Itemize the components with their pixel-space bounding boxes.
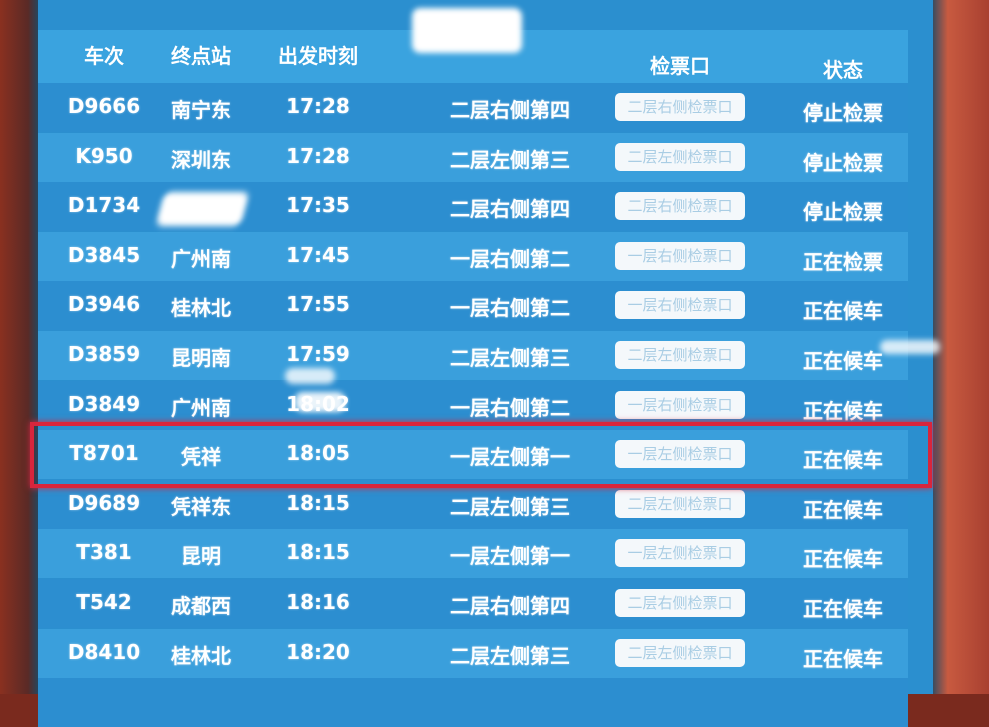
destination: 广州南 (171, 246, 231, 271)
gate-button[interactable]: 二层左侧检票口 (615, 489, 745, 518)
table-row: K950 深圳东 17:28 二层左侧第三 二层左侧检票口 停止检票 (38, 132, 908, 182)
glare (880, 340, 940, 354)
waiting-area: 二层左侧第三 (450, 643, 570, 668)
destination: 桂林北 (171, 643, 231, 668)
waiting-area: 一层右侧第二 (450, 296, 570, 321)
glare (155, 192, 250, 226)
destination: 桂林北 (171, 296, 231, 321)
train-number: D3946 (67, 292, 141, 317)
status: 正在候车 (803, 497, 883, 522)
glare (295, 392, 345, 412)
waiting-area: 一层右侧第二 (450, 395, 570, 420)
destination: 昆明 (181, 544, 221, 569)
departure-time: 17:28 (286, 143, 350, 168)
status: 正在候车 (803, 398, 883, 423)
waiting-area: 二层右侧第四 (450, 98, 570, 122)
train-number: T542 (76, 590, 132, 614)
destination: 广州南 (171, 395, 231, 420)
status: 正在候车 (803, 299, 883, 324)
departure-time: 18:15 (286, 540, 350, 565)
highlight-box (30, 422, 932, 488)
gate-button[interactable]: 二层右侧检票口 (615, 93, 745, 121)
table-row-partial (38, 678, 908, 727)
destination: 凭祥东 (171, 494, 231, 519)
train-number: K950 (75, 143, 133, 168)
waiting-area: 二层左侧第三 (450, 494, 570, 519)
train-number: D9689 (67, 490, 141, 515)
waiting-area: 一层右侧第二 (450, 246, 570, 271)
glare (285, 368, 335, 384)
status: 停止检票 (803, 101, 883, 125)
gate-button[interactable]: 二层左侧检票口 (615, 341, 745, 369)
train-number: D8410 (67, 639, 141, 664)
waiting-area: 一层左侧第一 (450, 445, 570, 470)
gate-button[interactable]: 二层左侧检票口 (615, 142, 745, 171)
status: 正在候车 (803, 448, 883, 473)
gate-button[interactable]: 一层右侧检票口 (615, 241, 745, 270)
table-row: D8410 桂林北 18:20 二层左侧第三 二层左侧检票口 正在候车 (38, 628, 908, 678)
table-row: D3845 广州南 17:45 一层右侧第二 一层右侧检票口 正在检票 (38, 231, 908, 281)
waiting-area: 二层左侧第三 (450, 346, 570, 370)
destination: 成都西 (171, 594, 231, 618)
departure-time: 18:15 (286, 490, 350, 515)
gate-button[interactable]: 二层右侧检票口 (615, 589, 745, 617)
status: 正在检票 (803, 249, 883, 274)
destination: 昆明南 (171, 346, 231, 370)
destination: 南宁东 (171, 98, 231, 122)
table-row: D9666 南宁东 17:28 二层右侧第四 二层右侧检票口 停止检票 (38, 83, 908, 132)
train-number: T8701 (69, 441, 139, 466)
gate-button[interactable]: 一层左侧检票口 (615, 539, 745, 568)
destination: 凭祥 (181, 445, 221, 470)
departure-time: 18:05 (286, 441, 350, 466)
status: 正在候车 (803, 547, 883, 572)
header-gate: 检票口 (650, 54, 710, 78)
waiting-area: 一层左侧第一 (450, 544, 570, 569)
table-row: T8701 凭祥 18:05 一层左侧第一 一层左侧检票口 正在候车 (38, 430, 908, 480)
status: 停止检票 (803, 200, 883, 225)
gate-button[interactable]: 一层右侧检票口 (615, 291, 745, 320)
departure-time: 18:16 (286, 590, 350, 614)
waiting-area: 二层右侧第四 (450, 594, 570, 618)
departure-board: 车次 终点站 出发时刻 检票口 状态 D9666 南宁东 17:28 二层右侧第四 二层… (38, 0, 933, 727)
header-train: 车次 (84, 44, 124, 68)
train-number: D3849 (67, 391, 141, 416)
train-number: D3845 (67, 242, 141, 267)
train-number: D1734 (67, 193, 141, 218)
destination: 深圳东 (171, 147, 231, 172)
table-row: D3859 昆明南 17:59 二层左侧第三 二层左侧检票口 正在候车 (38, 331, 908, 380)
table-row: D3946 桂林北 17:55 一层右侧第二 一层右侧检票口 正在候车 (38, 281, 908, 331)
glare (412, 8, 522, 53)
departure-time: 18:20 (286, 639, 350, 664)
table-row: D3849广州南18:02一层右侧第二一层右侧检票口正在候车 (38, 380, 908, 430)
table-row: T381 昆明 18:15 一层左侧第一 一层左侧检票口 正在候车 (38, 529, 908, 579)
header-status: 状态 (823, 58, 863, 82)
gate-button[interactable]: 二层左侧检票口 (615, 638, 745, 667)
train-number: D3859 (67, 342, 141, 366)
gate-button[interactable]: 一层右侧检票口 (615, 390, 745, 419)
departure-time: 17:55 (286, 292, 350, 317)
train-number: D9666 (67, 94, 141, 118)
gate-button[interactable]: 一层左侧检票口 (615, 440, 745, 469)
status: 正在候车 (803, 597, 883, 621)
gate-button[interactable]: 二层右侧检票口 (615, 192, 745, 221)
header-departure: 出发时刻 (278, 44, 358, 68)
status: 正在候车 (803, 349, 883, 373)
status: 正在候车 (803, 646, 883, 671)
status: 停止检票 (803, 150, 883, 175)
waiting-area: 二层右侧第四 (450, 197, 570, 222)
header-destination: 终点站 (171, 44, 231, 68)
departure-time: 17:28 (286, 94, 350, 118)
waiting-area: 二层左侧第三 (450, 147, 570, 172)
departure-time: 17:35 (286, 193, 350, 218)
frame-left (0, 0, 40, 694)
departure-time: 17:45 (286, 242, 350, 267)
departure-time: 17:59 (286, 342, 350, 366)
train-number: T381 (76, 540, 132, 565)
table-row: T542 成都西 18:16 二层右侧第四 二层右侧检票口 正在候车 (38, 579, 908, 628)
